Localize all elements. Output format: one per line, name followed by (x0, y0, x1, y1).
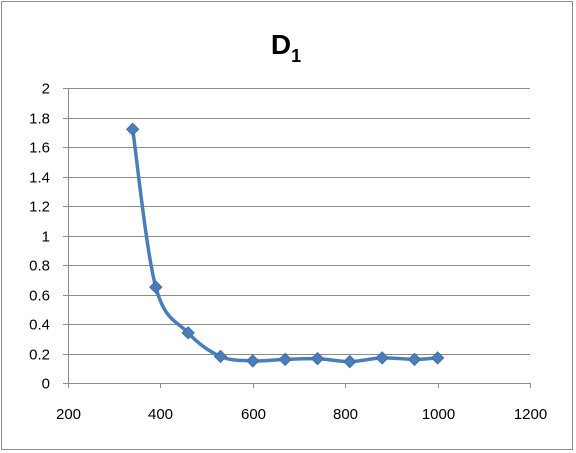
series-line (130, 129, 438, 364)
data-point-marker (430, 351, 445, 365)
y-tick-label: 1.8 (29, 111, 50, 128)
y-tick-label: 1 (42, 229, 50, 246)
data-point-marker (149, 280, 163, 294)
data-point-marker (407, 352, 422, 367)
chart-title: D1 (271, 29, 301, 66)
y-tick-label: 1.4 (29, 170, 50, 187)
chart-title-subscript: 1 (291, 46, 301, 66)
data-point-marker (343, 354, 357, 369)
gridlines (68, 88, 530, 355)
data-point-marker (181, 326, 195, 340)
x-tick-label: 400 (148, 406, 173, 423)
data-point-marker (213, 349, 228, 364)
x-tick-label: 1200 (514, 406, 547, 423)
series-line-layer (130, 129, 438, 364)
data-point-marker (375, 351, 389, 365)
y-tick-label: 2 (42, 81, 50, 98)
chart-title-main: D (271, 29, 291, 60)
y-tick-label: 0.6 (29, 288, 50, 305)
y-tick-label: 0.4 (29, 317, 50, 334)
y-tick-label: 1.2 (29, 199, 50, 216)
data-point-marker (125, 122, 140, 137)
x-tick-label: 1000 (422, 406, 455, 423)
x-tick-label: 800 (333, 406, 358, 423)
y-tick-label: 1.6 (29, 140, 50, 157)
data-point-marker (310, 351, 325, 366)
data-point-marker (278, 352, 292, 367)
data-point-marker (246, 354, 260, 368)
x-tick-label: 200 (56, 406, 81, 423)
markers (125, 122, 445, 369)
x-tick-label: 600 (241, 406, 266, 423)
axes (63, 88, 531, 388)
y-tick-label: 0.2 (29, 347, 50, 364)
y-tick-label: 0.8 (29, 258, 50, 275)
y-tick-label: 0 (42, 376, 50, 393)
tick-labels: 0 0.2 0.4 0.6 0.8 1 1.2 1.4 1.6 1.8 2 200 400 600 800 1… (29, 81, 547, 424)
